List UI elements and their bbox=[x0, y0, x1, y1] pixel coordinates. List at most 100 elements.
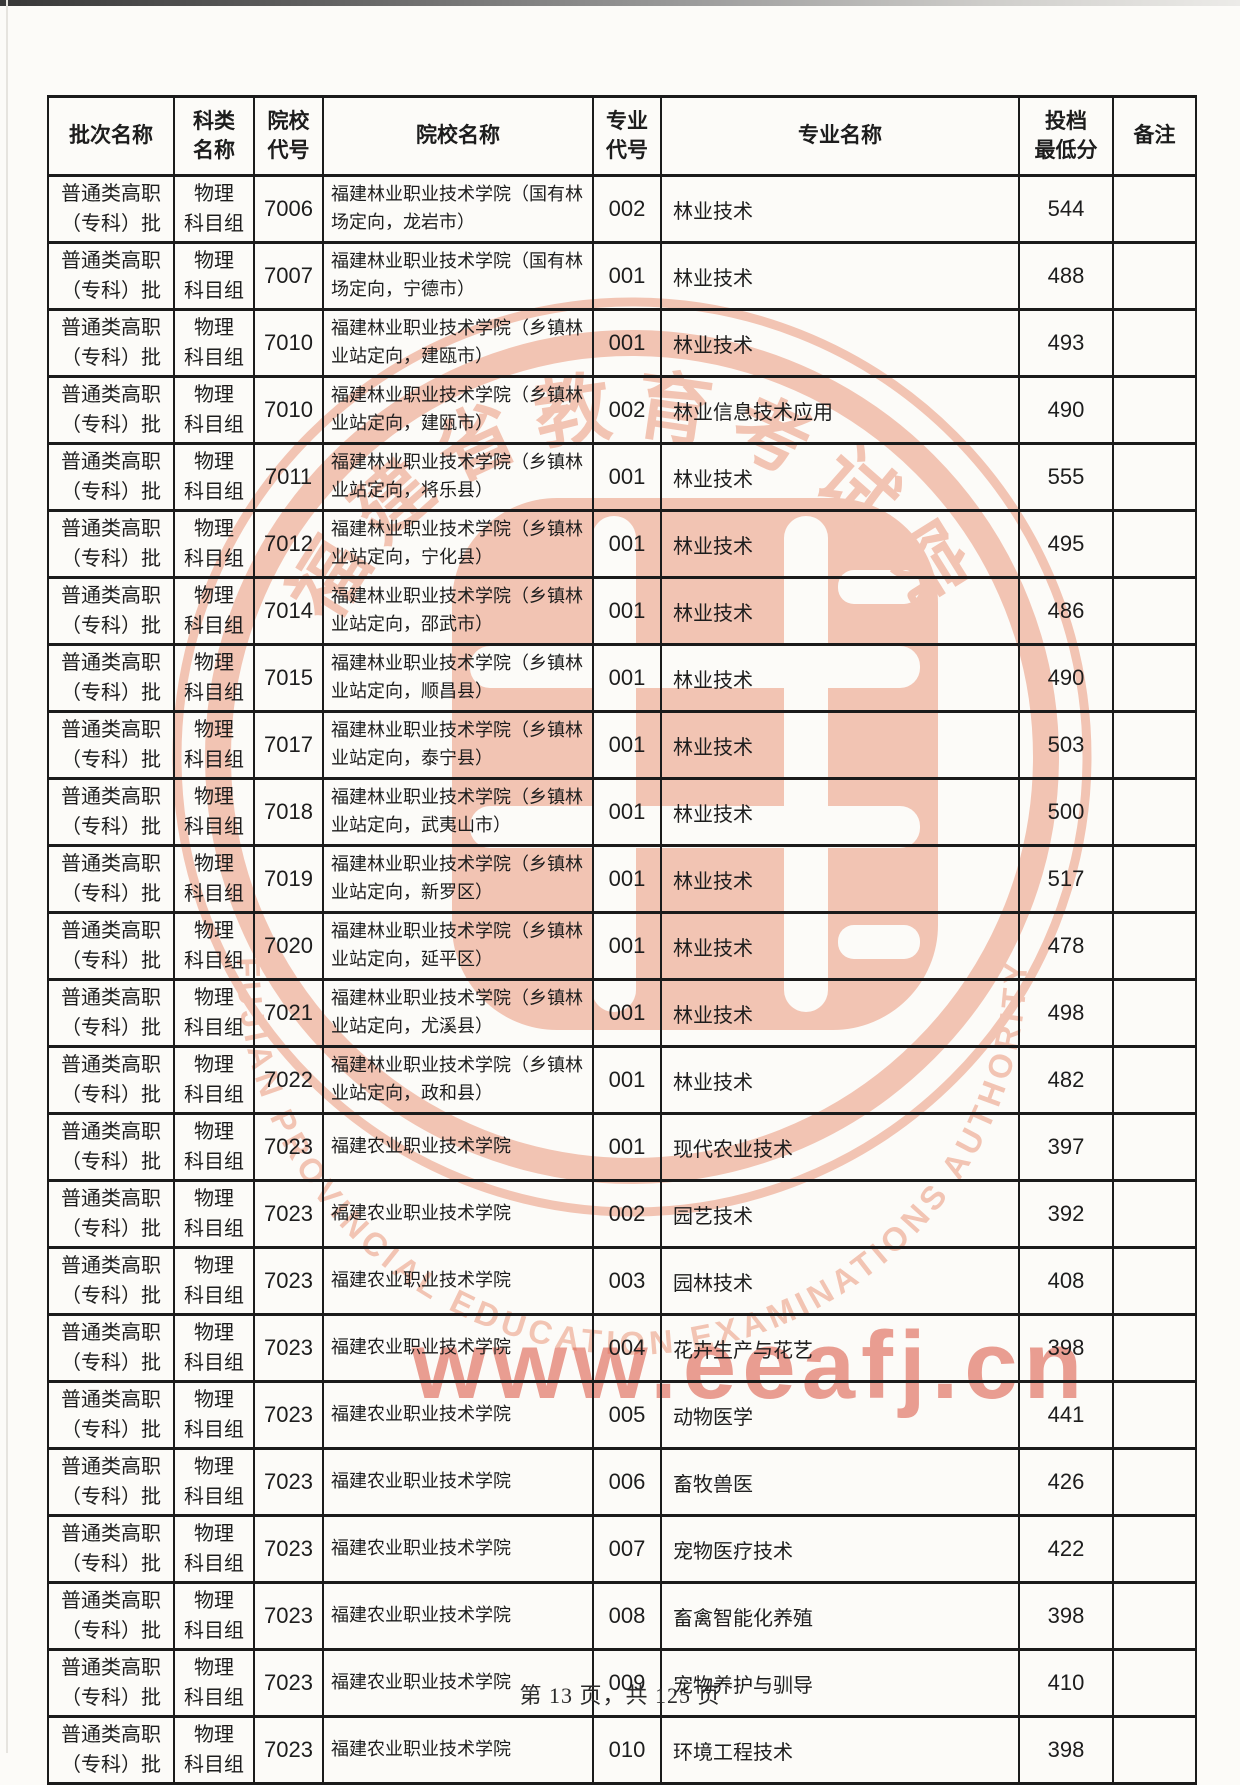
cell-subject-group: 物理 科目组 bbox=[173, 1581, 255, 1651]
cell-remark bbox=[1112, 576, 1197, 646]
cell-subject-group: 物理 科目组 bbox=[173, 643, 255, 713]
cell-college-name: 福建林业职业技术学院（乡镇林业站定向，武夷山市） bbox=[322, 777, 594, 847]
cell-major-name: 宠物养护与驯导 bbox=[660, 1648, 1020, 1718]
cell-min-score: 398 bbox=[1018, 1313, 1114, 1383]
column-header-college-code: 院校 代号 bbox=[253, 95, 324, 177]
cell-college-name: 福建林业职业技术学院（乡镇林业站定向，尤溪县） bbox=[322, 978, 594, 1048]
cell-min-score: 422 bbox=[1018, 1514, 1114, 1584]
cell-major-code: 001 bbox=[592, 576, 662, 646]
table-row: 普通类高职 （专科）批 物理 科目组 7023 福建农业职业技术学院 007 宠… bbox=[47, 1514, 1197, 1584]
cell-min-score: 517 bbox=[1018, 844, 1114, 914]
table-row: 普通类高职 （专科）批 物理 科目组 7019 福建林业职业技术学院（乡镇林业站… bbox=[47, 844, 1197, 914]
cell-major-code: 001 bbox=[592, 844, 662, 914]
cell-min-score: 482 bbox=[1018, 1045, 1114, 1115]
cell-college-name: 福建林业职业技术学院（乡镇林业站定向，泰宁县） bbox=[322, 710, 594, 780]
cell-subject-group: 物理 科目组 bbox=[173, 308, 255, 378]
cell-batch-name: 普通类高职 （专科）批 bbox=[47, 308, 175, 378]
table-row: 普通类高职 （专科）批 物理 科目组 7023 福建农业职业技术学院 001 现… bbox=[47, 1112, 1197, 1182]
cell-subject-group: 物理 科目组 bbox=[173, 1715, 255, 1785]
cell-major-code: 001 bbox=[592, 509, 662, 579]
cell-major-name: 宠物医疗技术 bbox=[660, 1514, 1020, 1584]
cell-college-name: 福建林业职业技术学院（国有林场定向，宁德市） bbox=[322, 241, 594, 311]
cell-remark bbox=[1112, 1715, 1197, 1785]
cell-major-name: 畜牧兽医 bbox=[660, 1447, 1020, 1517]
scan-edge-top bbox=[0, 0, 1240, 6]
cell-major-code: 001 bbox=[592, 710, 662, 780]
column-header-remark: 备注 bbox=[1112, 95, 1197, 177]
cell-batch-name: 普通类高职 （专科）批 bbox=[47, 1648, 175, 1718]
cell-college-code: 7010 bbox=[253, 308, 324, 378]
cell-major-code: 010 bbox=[592, 1715, 662, 1785]
cell-major-name: 林业技术 bbox=[660, 643, 1020, 713]
cell-remark bbox=[1112, 375, 1197, 445]
cell-college-code: 7023 bbox=[253, 1380, 324, 1450]
cell-remark bbox=[1112, 1246, 1197, 1316]
cell-remark bbox=[1112, 1179, 1197, 1249]
cell-major-name: 畜禽智能化养殖 bbox=[660, 1581, 1020, 1651]
cell-batch-name: 普通类高职 （专科）批 bbox=[47, 777, 175, 847]
cell-major-code: 004 bbox=[592, 1313, 662, 1383]
cell-subject-group: 物理 科目组 bbox=[173, 1179, 255, 1249]
cell-subject-group: 物理 科目组 bbox=[173, 1648, 255, 1718]
cell-subject-group: 物理 科目组 bbox=[173, 174, 255, 244]
table-row: 普通类高职 （专科）批 物理 科目组 7023 福建农业职业技术学院 009 宠… bbox=[47, 1648, 1197, 1718]
cell-college-name: 福建农业职业技术学院 bbox=[322, 1313, 594, 1383]
cell-college-name: 福建林业职业技术学院（乡镇林业站定向，延平区） bbox=[322, 911, 594, 981]
admission-score-table: 批次名称 科类 名称 院校 代号 院校名称 专业 代号 专业名称 投档 最低分 … bbox=[47, 95, 1197, 1785]
cell-batch-name: 普通类高职 （专科）批 bbox=[47, 710, 175, 780]
cell-remark bbox=[1112, 442, 1197, 512]
cell-remark bbox=[1112, 777, 1197, 847]
cell-college-code: 7006 bbox=[253, 174, 324, 244]
cell-batch-name: 普通类高职 （专科）批 bbox=[47, 844, 175, 914]
cell-college-code: 7023 bbox=[253, 1179, 324, 1249]
table-row: 普通类高职 （专科）批 物理 科目组 7018 福建林业职业技术学院（乡镇林业站… bbox=[47, 777, 1197, 847]
cell-major-code: 001 bbox=[592, 1045, 662, 1115]
table-row: 普通类高职 （专科）批 物理 科目组 7015 福建林业职业技术学院（乡镇林业站… bbox=[47, 643, 1197, 713]
cell-college-code: 7014 bbox=[253, 576, 324, 646]
cell-major-code: 002 bbox=[592, 174, 662, 244]
cell-college-code: 7021 bbox=[253, 978, 324, 1048]
cell-remark bbox=[1112, 1380, 1197, 1450]
table-row: 普通类高职 （专科）批 物理 科目组 7007 福建林业职业技术学院（国有林场定… bbox=[47, 241, 1197, 311]
cell-min-score: 488 bbox=[1018, 241, 1114, 311]
cell-batch-name: 普通类高职 （专科）批 bbox=[47, 241, 175, 311]
cell-min-score: 408 bbox=[1018, 1246, 1114, 1316]
cell-major-name: 林业技术 bbox=[660, 978, 1020, 1048]
cell-subject-group: 物理 科目组 bbox=[173, 375, 255, 445]
cell-min-score: 503 bbox=[1018, 710, 1114, 780]
cell-remark bbox=[1112, 1313, 1197, 1383]
cell-college-name: 福建农业职业技术学院 bbox=[322, 1447, 594, 1517]
cell-subject-group: 物理 科目组 bbox=[173, 978, 255, 1048]
cell-min-score: 441 bbox=[1018, 1380, 1114, 1450]
cell-subject-group: 物理 科目组 bbox=[173, 1112, 255, 1182]
cell-subject-group: 物理 科目组 bbox=[173, 241, 255, 311]
cell-major-code: 001 bbox=[592, 777, 662, 847]
column-header-major-code: 专业 代号 bbox=[592, 95, 662, 177]
cell-major-code: 007 bbox=[592, 1514, 662, 1584]
cell-remark bbox=[1112, 1648, 1197, 1718]
table-row: 普通类高职 （专科）批 物理 科目组 7022 福建林业职业技术学院（乡镇林业站… bbox=[47, 1045, 1197, 1115]
cell-college-name: 福建农业职业技术学院 bbox=[322, 1581, 594, 1651]
table-row: 普通类高职 （专科）批 物理 科目组 7023 福建农业职业技术学院 002 园… bbox=[47, 1179, 1197, 1249]
cell-college-code: 7023 bbox=[253, 1447, 324, 1517]
cell-college-name: 福建林业职业技术学院（乡镇林业站定向，建瓯市） bbox=[322, 375, 594, 445]
cell-college-name: 福建林业职业技术学院（乡镇林业站定向，建瓯市） bbox=[322, 308, 594, 378]
cell-major-name: 林业技术 bbox=[660, 442, 1020, 512]
cell-college-code: 7018 bbox=[253, 777, 324, 847]
table-row: 普通类高职 （专科）批 物理 科目组 7011 福建林业职业技术学院（乡镇林业站… bbox=[47, 442, 1197, 512]
cell-college-name: 福建林业职业技术学院（乡镇林业站定向，邵武市） bbox=[322, 576, 594, 646]
cell-major-name: 林业信息技术应用 bbox=[660, 375, 1020, 445]
cell-college-code: 7023 bbox=[253, 1715, 324, 1785]
cell-subject-group: 物理 科目组 bbox=[173, 1447, 255, 1517]
cell-major-code: 002 bbox=[592, 375, 662, 445]
cell-major-name: 林业技术 bbox=[660, 576, 1020, 646]
cell-remark bbox=[1112, 1514, 1197, 1584]
cell-major-name: 林业技术 bbox=[660, 777, 1020, 847]
cell-min-score: 486 bbox=[1018, 576, 1114, 646]
cell-min-score: 392 bbox=[1018, 1179, 1114, 1249]
cell-college-code: 7010 bbox=[253, 375, 324, 445]
cell-major-code: 001 bbox=[592, 241, 662, 311]
cell-batch-name: 普通类高职 （专科）批 bbox=[47, 1514, 175, 1584]
cell-college-code: 7019 bbox=[253, 844, 324, 914]
cell-subject-group: 物理 科目组 bbox=[173, 509, 255, 579]
